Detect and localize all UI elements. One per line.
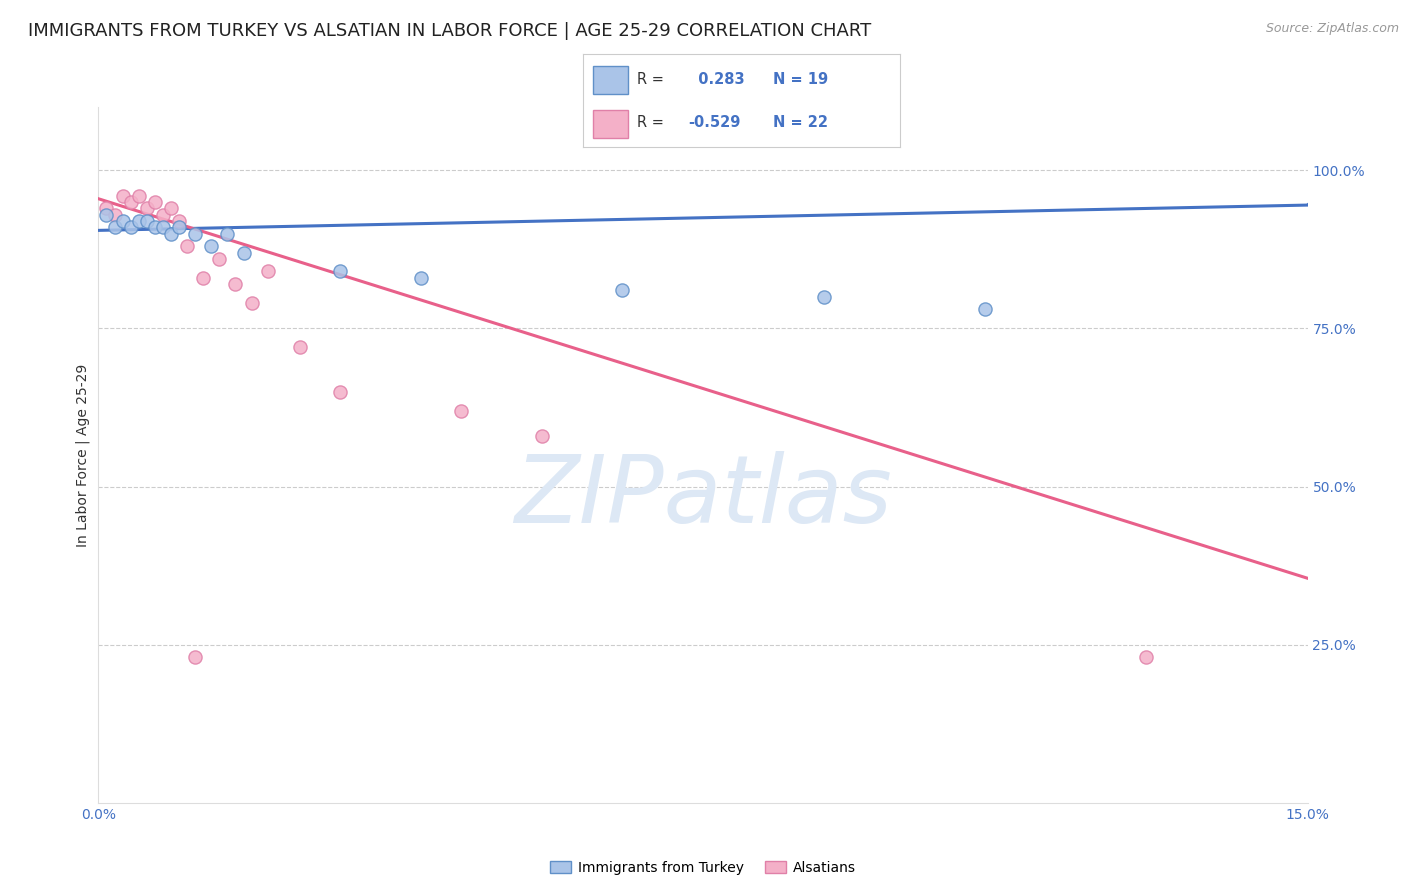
Point — [184, 227, 207, 241]
Point — [111, 214, 134, 228]
Text: N = 22: N = 22 — [773, 115, 828, 130]
Point — [111, 188, 134, 202]
Point — [208, 252, 231, 266]
Point — [256, 264, 278, 278]
Text: R =: R = — [637, 115, 664, 130]
Point — [193, 270, 215, 285]
Point — [217, 227, 239, 241]
Point — [120, 194, 142, 209]
Point — [128, 188, 150, 202]
Point — [96, 208, 118, 222]
Point — [329, 264, 352, 278]
FancyBboxPatch shape — [593, 110, 627, 138]
Point — [128, 214, 150, 228]
Point — [1135, 650, 1157, 665]
Text: R =: R = — [637, 72, 664, 87]
Legend: Immigrants from Turkey, Alsatians: Immigrants from Turkey, Alsatians — [544, 855, 862, 880]
Point — [232, 245, 254, 260]
Text: IMMIGRANTS FROM TURKEY VS ALSATIAN IN LABOR FORCE | AGE 25-29 CORRELATION CHART: IMMIGRANTS FROM TURKEY VS ALSATIAN IN LA… — [28, 22, 872, 40]
Text: -0.529: -0.529 — [688, 115, 741, 130]
Point — [103, 208, 125, 222]
Point — [167, 220, 190, 235]
Point — [409, 270, 432, 285]
Point — [450, 403, 472, 417]
Point — [612, 284, 634, 298]
Point — [96, 201, 118, 215]
Text: Source: ZipAtlas.com: Source: ZipAtlas.com — [1265, 22, 1399, 36]
Point — [152, 208, 174, 222]
Point — [160, 227, 183, 241]
FancyBboxPatch shape — [593, 66, 627, 94]
Point — [530, 429, 553, 443]
Point — [176, 239, 198, 253]
Point — [184, 650, 207, 665]
Point — [974, 302, 997, 317]
Point — [329, 384, 352, 399]
Text: ZIPatlas: ZIPatlas — [515, 451, 891, 542]
Point — [135, 214, 157, 228]
Text: 0.283: 0.283 — [688, 72, 745, 87]
Point — [160, 201, 183, 215]
Point — [152, 220, 174, 235]
Point — [813, 290, 835, 304]
Point — [143, 194, 166, 209]
Point — [103, 220, 125, 235]
Point — [288, 340, 311, 354]
Point — [120, 220, 142, 235]
Point — [240, 296, 263, 310]
Point — [200, 239, 222, 253]
Point — [167, 214, 190, 228]
Text: N = 19: N = 19 — [773, 72, 828, 87]
Point — [224, 277, 246, 292]
Point — [143, 220, 166, 235]
Y-axis label: In Labor Force | Age 25-29: In Labor Force | Age 25-29 — [76, 363, 90, 547]
Point — [135, 201, 157, 215]
